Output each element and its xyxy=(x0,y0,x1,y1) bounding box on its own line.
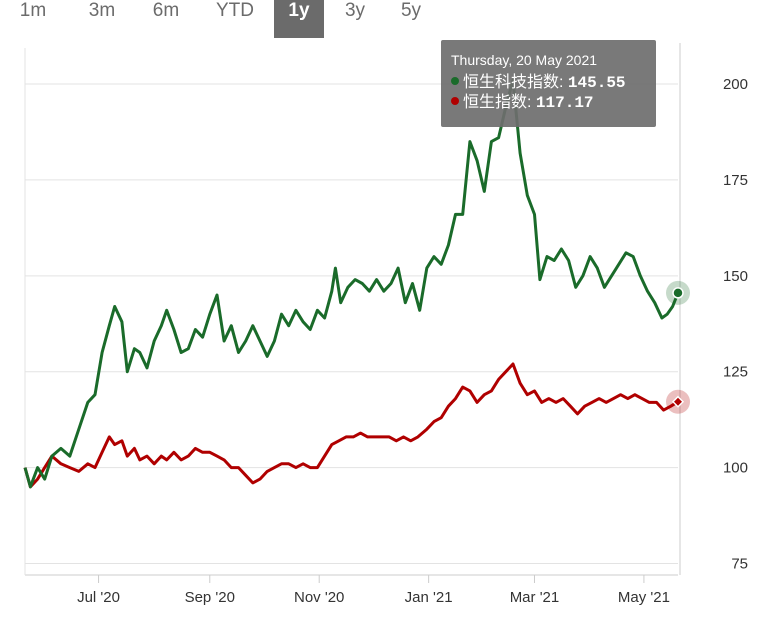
tooltip-value-hstech: 145.55 xyxy=(567,74,626,92)
range-selector: 1m 3m 6m YTD 1y 3y 5y xyxy=(0,0,440,38)
y-tick-label-100: 100 xyxy=(723,460,748,477)
range-button-6m[interactable]: 6m xyxy=(152,0,180,21)
x-tick-label-1: Sep '20 xyxy=(185,589,235,606)
y-tick-label-125: 125 xyxy=(723,364,748,381)
series-marker-1 xyxy=(671,395,685,408)
x-tick-label-2: Nov '20 xyxy=(294,589,344,606)
tooltip-label-hstech: 恒生科技指数 xyxy=(463,74,560,91)
range-button-5y[interactable]: 5y xyxy=(400,0,422,21)
series-line-1 xyxy=(23,362,679,489)
tooltip-row-hsi: 恒生指数: 117.17 xyxy=(451,93,646,113)
series-line-0 xyxy=(23,78,680,489)
y-axis-ticks: 75 100 125 150 175 200 xyxy=(723,76,748,572)
range-button-ytd[interactable]: YTD xyxy=(216,0,254,21)
x-tick-label-3: Jan '21 xyxy=(405,589,453,606)
range-button-3m[interactable]: 3m xyxy=(88,0,116,21)
x-tick-label-0: Jul '20 xyxy=(77,589,120,606)
tooltip: Thursday, 20 May 2021 恒生科技指数: 145.55 恒生指… xyxy=(441,40,656,127)
y-tick-label-150: 150 xyxy=(723,268,748,285)
grid-lines xyxy=(24,43,681,576)
x-tick-label-5: May '21 xyxy=(618,589,670,606)
range-button-1y[interactable]: 1y xyxy=(274,0,324,38)
y-tick-label-75: 75 xyxy=(731,555,748,572)
y-tick-label-175: 175 xyxy=(723,172,748,189)
series-marker-0 xyxy=(672,287,684,299)
tooltip-dot-hstech xyxy=(451,77,459,85)
range-button-3y[interactable]: 3y xyxy=(344,0,366,21)
x-axis-ticks: Jul '20 Sep '20 Nov '20 Jan '21 Mar '21 May '… xyxy=(77,575,670,606)
series-markers xyxy=(666,280,690,414)
tooltip-dot-hsi xyxy=(451,97,459,105)
range-button-1m[interactable]: 1m xyxy=(19,0,47,21)
x-tick-label-4: Mar '21 xyxy=(510,589,560,606)
tooltip-label-hsi: 恒生指数 xyxy=(463,94,528,111)
tooltip-date: Thursday, 20 May 2021 xyxy=(451,52,598,68)
tooltip-value-hsi: 117.17 xyxy=(535,94,594,112)
y-tick-label-200: 200 xyxy=(723,76,748,93)
series-lines xyxy=(23,78,680,489)
tooltip-row-hstech: 恒生科技指数: 145.55 xyxy=(451,73,646,93)
